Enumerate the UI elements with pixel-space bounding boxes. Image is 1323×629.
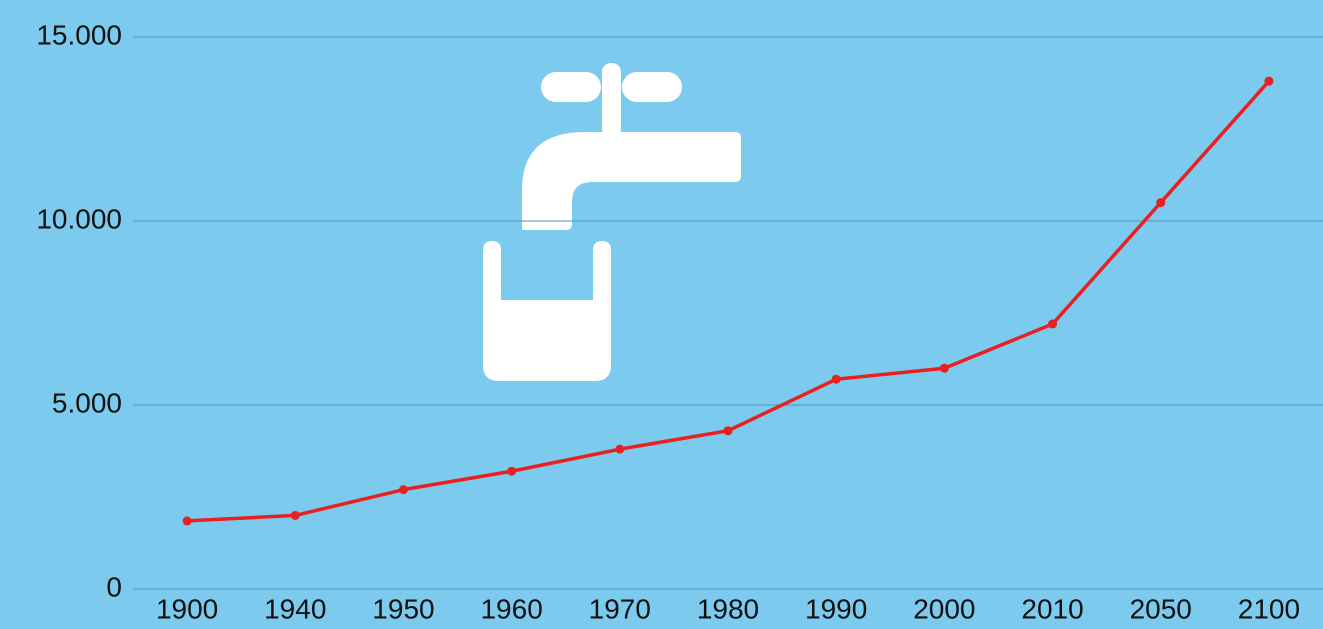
x-tick-label: 2100 (1238, 593, 1300, 624)
data-point (1156, 198, 1165, 207)
data-point (399, 485, 408, 494)
x-tick-label: 1900 (156, 593, 218, 624)
data-point (615, 445, 624, 454)
x-tick-label: 1990 (805, 593, 867, 624)
data-point (832, 375, 841, 384)
y-tick-label: 0 (106, 571, 122, 602)
x-tick-label: 1980 (697, 593, 759, 624)
y-tick-label: 5.000 (52, 387, 122, 418)
data-point (940, 364, 949, 373)
y-tick-label: 10.000 (36, 203, 122, 234)
y-tick-label: 15.000 (36, 19, 122, 50)
data-point (724, 426, 733, 435)
x-tick-label: 2000 (913, 593, 975, 624)
data-point (183, 516, 192, 525)
x-tick-label: 2010 (1021, 593, 1083, 624)
x-tick-label: 1940 (264, 593, 326, 624)
x-tick-label: 1960 (480, 593, 542, 624)
x-tick-label: 2050 (1130, 593, 1192, 624)
data-point (1264, 77, 1273, 86)
x-tick-label: 1970 (589, 593, 651, 624)
page: 0 5.000 10.000 15.000 1900 1940 1950 1960 1970 19… (0, 0, 1323, 629)
chart: 0 5.000 10.000 15.000 1900 1940 1950 1960 1970 19… (0, 0, 1323, 629)
data-point (507, 467, 516, 476)
data-point (291, 511, 300, 520)
x-tick-label: 1950 (372, 593, 434, 624)
data-point (1048, 320, 1057, 329)
